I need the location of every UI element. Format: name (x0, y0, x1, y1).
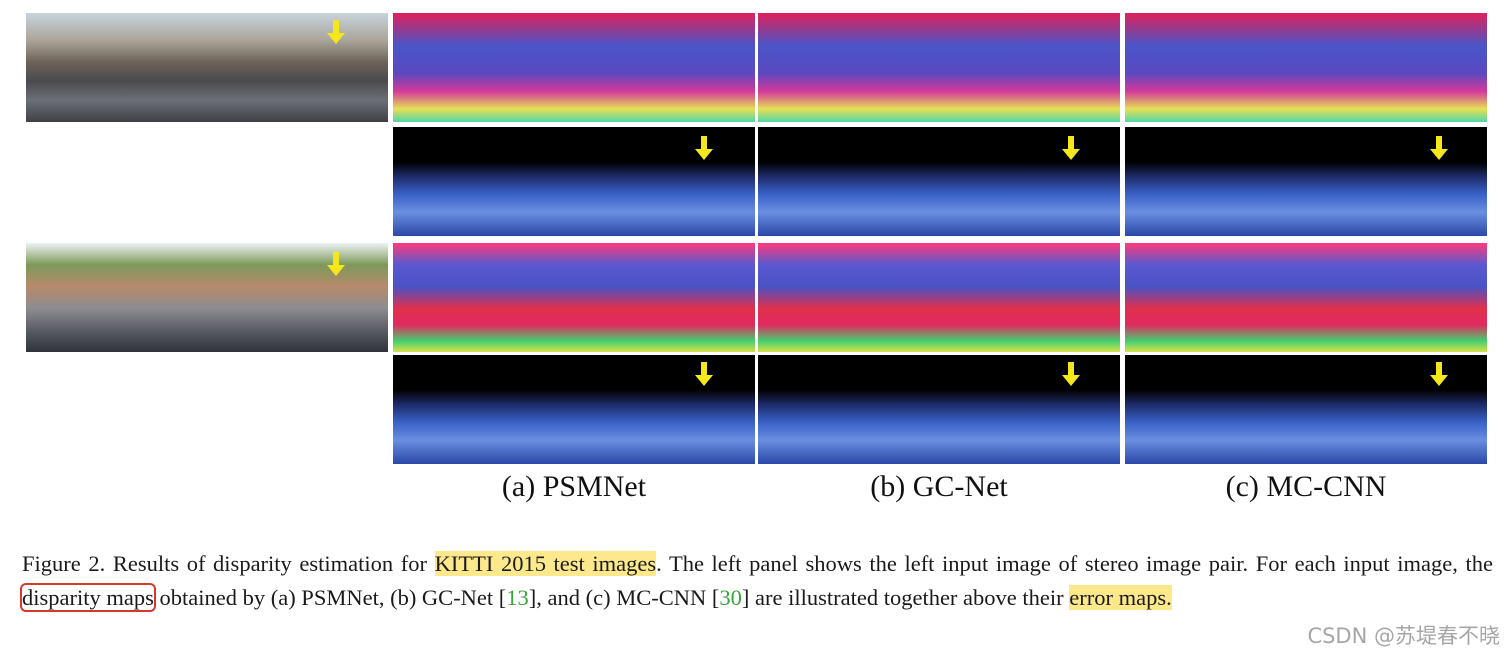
caption-highlight: error maps. (1069, 585, 1172, 610)
arrow (327, 20, 345, 44)
error-map (393, 127, 755, 236)
subfigure-label: (c) MC-CNN (1225, 470, 1387, 503)
arrow (1062, 136, 1080, 160)
caption-text: . The left panel shows the left input im… (656, 551, 1493, 576)
arrow (1062, 362, 1080, 386)
arrow (327, 252, 345, 276)
error-map (758, 127, 1120, 236)
disparity-map (758, 243, 1120, 352)
input-image (26, 243, 388, 352)
error-map (1125, 355, 1487, 464)
error-map (758, 355, 1120, 464)
citation: 30 (719, 585, 742, 610)
arrow (695, 362, 713, 386)
error-map (393, 355, 755, 464)
arrow (695, 136, 713, 160)
disparity-map (393, 243, 755, 352)
disparity-map (393, 13, 755, 122)
disparity-map (1125, 13, 1487, 122)
caption-text: obtained by (a) PSMNet, (b) GC-Net [ (153, 585, 507, 610)
citation: 13 (506, 585, 529, 610)
subfigure-label: (a) PSMNet (501, 470, 647, 503)
caption: Figure 2. Results of disparity estimatio… (20, 547, 1493, 615)
subfigure-label: (b) GC-Net (870, 470, 1008, 503)
arrow (1430, 136, 1448, 160)
disparity-map (1125, 243, 1487, 352)
disparity-map (758, 13, 1120, 122)
error-map (1125, 127, 1487, 236)
caption-boxed: disparity maps (20, 583, 156, 612)
watermark: CSDN @苏堤春不晓 (1307, 624, 1500, 648)
caption-text: ], and (c) MC-CNN [ (528, 585, 720, 610)
caption-text: ] are illustrated together above their (741, 585, 1070, 610)
input-image (26, 13, 388, 122)
caption-highlight: KITTI 2015 test images (434, 551, 657, 576)
caption-text: Figure 2. Results of disparity estimatio… (22, 551, 435, 576)
arrow (1430, 362, 1448, 386)
